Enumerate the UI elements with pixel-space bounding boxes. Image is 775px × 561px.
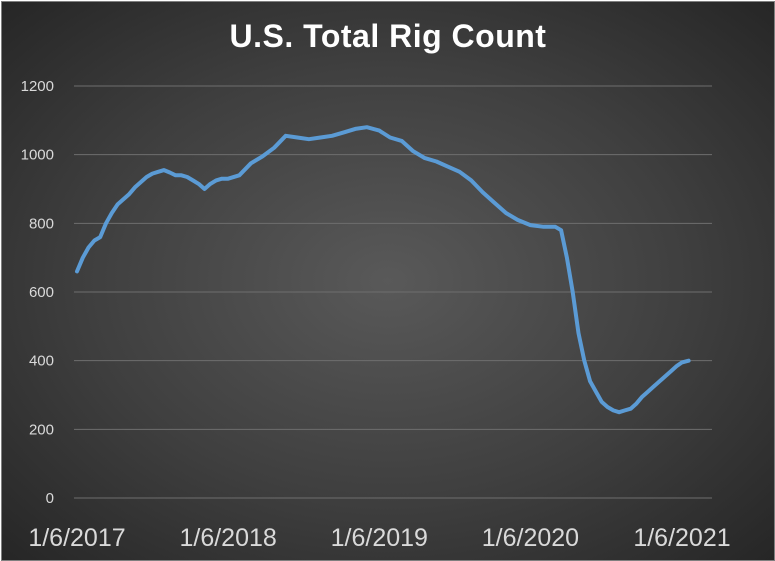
data-point (174, 174, 177, 177)
data-point (145, 176, 148, 178)
data-point (261, 155, 264, 158)
data-point (681, 361, 683, 364)
data-point (354, 127, 357, 130)
data-point (296, 136, 299, 139)
data-point (365, 126, 368, 129)
data-point (209, 182, 212, 185)
data-point (76, 270, 78, 273)
data-point (180, 174, 183, 177)
data-point (612, 409, 615, 412)
data-point (238, 174, 241, 177)
data-point (151, 172, 154, 175)
x-tick-label: 1/6/2021 (633, 524, 730, 552)
data-point (493, 201, 496, 204)
x-tick-label: 1/6/2017 (28, 524, 125, 552)
data-point (529, 224, 532, 227)
data-point (435, 160, 438, 163)
data-point (641, 395, 644, 398)
data-point (319, 136, 322, 139)
y-tick-label: 1000 (21, 147, 54, 164)
y-tick-label: 200 (29, 421, 54, 438)
data-point (652, 385, 655, 388)
x-tick-label: 1/6/2020 (482, 524, 579, 552)
data-point (560, 229, 563, 232)
data-point (589, 380, 592, 383)
data-point (664, 375, 667, 378)
data-point (378, 129, 381, 132)
data-point (81, 256, 84, 259)
data-point (618, 411, 621, 414)
data-point (163, 169, 165, 172)
data-point (128, 193, 131, 196)
data-point (249, 162, 252, 165)
data-point (110, 212, 113, 214)
data-point (197, 182, 200, 185)
data-point (203, 188, 206, 190)
data-point (331, 134, 334, 137)
data-point (389, 136, 392, 139)
data-point (186, 176, 189, 178)
data-point (577, 332, 580, 335)
y-tick-label: 600 (29, 284, 54, 301)
x-tick-label: 1/6/2019 (331, 524, 428, 552)
data-point (670, 370, 673, 372)
data-point (635, 402, 638, 405)
data-point (227, 177, 230, 180)
x-tick-label: 1/6/2018 (179, 524, 276, 552)
data-point (412, 150, 415, 153)
series-line (75, 125, 691, 415)
data-point (273, 146, 276, 149)
data-point (134, 186, 136, 189)
data-point (676, 364, 678, 367)
x-axis-ticks: 1/6/2017 1/6/2018 1/6/2019 1/6/2020 1/6/2021 (28, 524, 730, 552)
data-point (307, 138, 310, 141)
chart-title: U.S. Total Rig Count (229, 18, 547, 54)
data-point (647, 390, 649, 393)
data-point (220, 177, 223, 180)
data-point (505, 212, 507, 214)
data-point (565, 256, 568, 259)
data-point (157, 170, 160, 173)
data-point (87, 246, 90, 249)
data-point (99, 236, 102, 239)
data-point (400, 139, 403, 142)
data-point (284, 134, 287, 137)
y-tick-label: 1200 (21, 78, 54, 95)
data-point (594, 390, 597, 393)
data-point (93, 239, 96, 242)
data-point (423, 157, 426, 160)
data-point (447, 165, 449, 168)
data-point (215, 179, 218, 182)
data-point (139, 181, 142, 184)
data-point (116, 203, 119, 206)
data-point (342, 131, 345, 134)
data-point (458, 170, 461, 173)
data-point (583, 359, 586, 362)
data-point (554, 225, 557, 228)
data-point (191, 179, 194, 182)
data-point (481, 191, 484, 194)
data-point (658, 380, 661, 383)
data-point (542, 225, 545, 228)
data-point (687, 359, 690, 362)
data-point (168, 171, 171, 174)
data-point (105, 222, 107, 225)
data-point (606, 406, 609, 408)
data-point (516, 218, 519, 221)
data-point (629, 407, 632, 410)
data-point (600, 400, 603, 403)
data-point (122, 198, 125, 201)
data-point (470, 179, 473, 182)
y-axis-ticks: 0 200 400 600 800 1000 1200 (21, 78, 54, 507)
series-group (75, 125, 691, 415)
data-point (623, 409, 626, 412)
y-tick-label: 800 (29, 215, 54, 232)
gridlines (74, 85, 712, 499)
data-point (571, 291, 574, 293)
y-tick-label: 400 (29, 353, 54, 370)
y-tick-label: 0 (46, 490, 54, 507)
